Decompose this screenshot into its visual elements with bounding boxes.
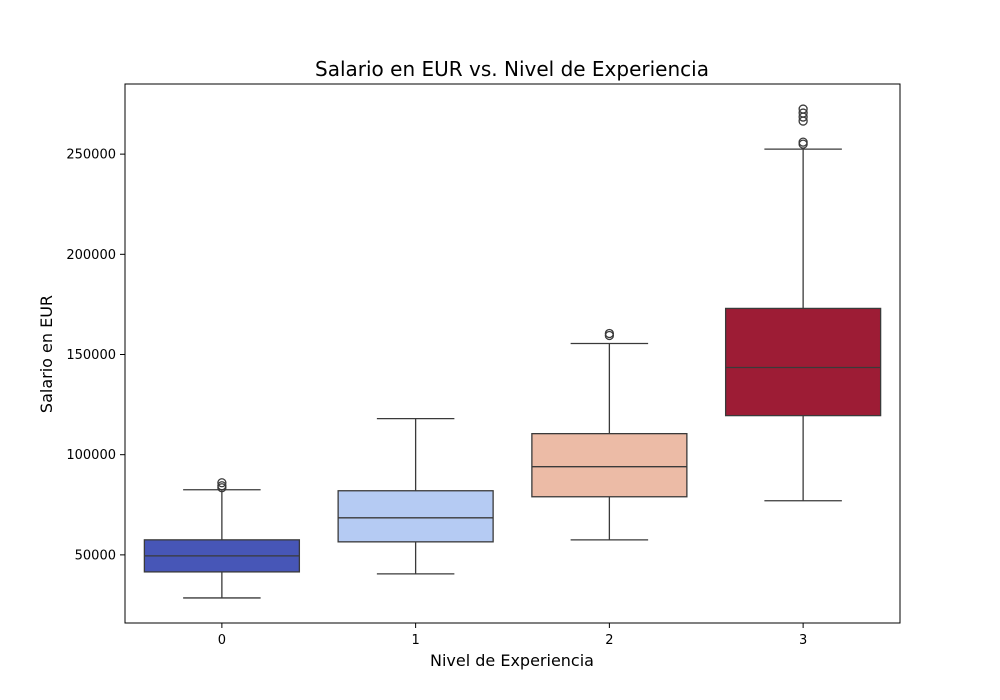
outlier-point: [798, 104, 808, 114]
outlier-point: [798, 137, 808, 147]
box-group-0: [143, 478, 301, 599]
y-tick-label: 250000: [66, 148, 116, 163]
outlier-point: [604, 328, 615, 339]
chart-title: Salario en EUR vs. Nivel de Experiencia: [315, 57, 709, 81]
y-axis-label: Salario en EUR: [37, 295, 56, 413]
outlier-point: [798, 108, 808, 118]
plot-area: 50000 100000 150000 200000 250000 0 1 2 3: [66, 83, 901, 648]
box-iqr: [724, 307, 882, 417]
box-group-3: [724, 104, 882, 502]
y-tick-label: 150000: [66, 348, 116, 363]
y-tick-label: 200000: [66, 248, 116, 263]
y-tick-label: 50000: [75, 548, 116, 563]
axes-frame: [124, 83, 901, 624]
x-axis-label: Nivel de Experiencia: [430, 651, 594, 670]
x-tick-label: 2: [605, 633, 613, 648]
y-tick-label: 100000: [66, 448, 116, 463]
box-iqr: [337, 490, 494, 543]
box-group-2: [531, 328, 688, 541]
outlier-point: [217, 481, 227, 491]
x-tick-label: 3: [799, 633, 807, 648]
x-tick-label: 1: [411, 633, 419, 648]
box-group-1: [337, 417, 494, 575]
outlier-point: [217, 478, 227, 488]
x-tick-label: 0: [218, 633, 226, 648]
box-iqr: [531, 432, 688, 498]
